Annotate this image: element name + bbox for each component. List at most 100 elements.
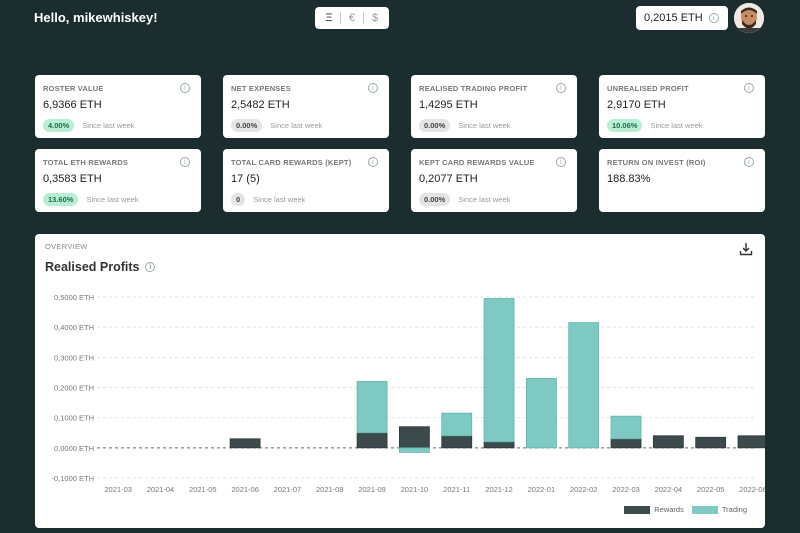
currency-eth-option[interactable]: Ξ bbox=[325, 12, 333, 24]
download-icon[interactable] bbox=[739, 242, 753, 256]
card-label: RETURN ON INVEST (ROI) bbox=[607, 158, 706, 167]
card-label: NET EXPENSES bbox=[231, 84, 291, 93]
x-tick-label: 2021-06 bbox=[231, 485, 259, 494]
x-tick-label: 2021-10 bbox=[401, 485, 429, 494]
info-icon[interactable]: i bbox=[368, 83, 378, 93]
info-icon[interactable]: i bbox=[744, 83, 754, 93]
x-tick-label: 2021-05 bbox=[189, 485, 217, 494]
x-tick-label: 2022-03 bbox=[612, 485, 640, 494]
info-icon[interactable]: i bbox=[368, 157, 378, 167]
info-icon[interactable]: i bbox=[556, 157, 566, 167]
greeting: Hello, mikewhiskey! bbox=[34, 10, 158, 25]
card-kept-card-rewards-value: KEPT CARD REWARDS VALUE i 0,2077 ETH 0.0… bbox=[411, 149, 577, 212]
bar-trading bbox=[525, 378, 557, 449]
card-label: TOTAL ETH REWARDS bbox=[43, 158, 129, 167]
legend-item-trading[interactable]: Trading bbox=[691, 505, 747, 514]
status-badge: 0.00% bbox=[231, 119, 263, 132]
bar-trading bbox=[610, 415, 642, 440]
card-value: 2,9170 ETH bbox=[607, 99, 666, 111]
info-icon[interactable]: i bbox=[180, 157, 190, 167]
bar-trading bbox=[483, 298, 515, 443]
bar-trading bbox=[399, 447, 430, 453]
card-net-expenses: NET EXPENSES i 2,5482 ETH 0.00% Since la… bbox=[223, 75, 389, 138]
x-tick-label: 2021-04 bbox=[147, 485, 175, 494]
realised-profits-panel: 0,5000 ETH 0,4000 ETH 0,3000 ETH 0,2000 ETH… bbox=[35, 234, 765, 528]
divider bbox=[340, 12, 341, 24]
divider bbox=[363, 12, 364, 24]
card-label: REALISED TRADING PROFIT bbox=[419, 84, 528, 93]
card-unrealised-profit: UNREALISED PROFIT i 2,9170 ETH 10.06% Si… bbox=[599, 75, 765, 138]
since-label: Since last week bbox=[270, 121, 323, 130]
card-value: 17 (5) bbox=[231, 173, 260, 185]
bar-rewards bbox=[737, 435, 765, 449]
x-tick-label: 2021-09 bbox=[358, 485, 386, 494]
info-icon[interactable]: i bbox=[708, 13, 719, 23]
eth-balance[interactable]: 0,2015 ETH i bbox=[636, 6, 728, 30]
card-value: 0,2077 ETH bbox=[419, 173, 478, 185]
card-label: TOTAL CARD REWARDS (KEPT) bbox=[231, 158, 352, 167]
currency-usd-option[interactable]: $ bbox=[371, 12, 379, 24]
status-badge: 4.00% bbox=[43, 119, 75, 132]
overview-label: OVERVIEW bbox=[45, 242, 88, 251]
card-label: ROSTER VALUE bbox=[43, 84, 104, 93]
bar-trading bbox=[568, 322, 600, 449]
status-badge: 0 bbox=[231, 193, 246, 206]
card-roster-value: ROSTER VALUE i 6,9366 ETH 4.00% Since la… bbox=[35, 75, 201, 138]
chart-title-text: Realised Profits bbox=[45, 260, 140, 274]
chart-title: Realised Profits i bbox=[45, 260, 156, 274]
bar-rewards bbox=[610, 438, 642, 449]
since-label: Since last week bbox=[86, 195, 139, 204]
card-return-on-invest: RETURN ON INVEST (ROI) i 188.83% bbox=[599, 149, 765, 212]
chart-legend: Rewards Trading bbox=[624, 505, 747, 514]
bar-rewards bbox=[441, 435, 473, 449]
y-tick-label: 0,1000 ETH bbox=[54, 414, 94, 423]
since-label: Since last week bbox=[458, 121, 511, 130]
x-tick-label: 2021-11 bbox=[443, 485, 470, 494]
x-tick-label: 2022-05 bbox=[697, 485, 725, 494]
card-value: 2,5482 ETH bbox=[231, 99, 290, 111]
bar-rewards bbox=[399, 426, 430, 449]
y-tick-label: 0,0000 ETH bbox=[54, 444, 94, 453]
info-icon[interactable]: i bbox=[556, 83, 566, 93]
bar-rewards bbox=[229, 438, 261, 449]
status-badge: 10.06% bbox=[607, 119, 643, 132]
card-value: 1,4295 ETH bbox=[419, 99, 478, 111]
card-realised-trading-profit: REALISED TRADING PROFIT i 1,4295 ETH 0.0… bbox=[411, 75, 577, 138]
avatar[interactable] bbox=[734, 3, 764, 33]
card-total-card-rewards: TOTAL CARD REWARDS (KEPT) i 17 (5) 0 Sin… bbox=[223, 149, 389, 212]
x-tick-label: 2022-01 bbox=[528, 485, 556, 494]
info-icon[interactable]: i bbox=[744, 157, 754, 167]
since-label: Since last week bbox=[253, 195, 306, 204]
bar-rewards bbox=[356, 432, 388, 449]
y-tick-label: 0,2000 ETH bbox=[54, 384, 94, 393]
since-label: Since last week bbox=[458, 195, 511, 204]
x-tick-label: 2021-08 bbox=[316, 485, 344, 494]
since-label: Since last week bbox=[650, 121, 703, 130]
balance-value: 0,2015 ETH bbox=[644, 12, 703, 24]
info-icon[interactable]: i bbox=[180, 83, 190, 93]
bar-rewards bbox=[483, 441, 515, 449]
bar-rewards bbox=[695, 436, 727, 449]
y-tick-label: 0,5000 ETH bbox=[54, 293, 94, 302]
realised-profits-chart: 0,5000 ETH 0,4000 ETH 0,3000 ETH 0,2000 ETH… bbox=[51, 293, 765, 494]
card-label: UNREALISED PROFIT bbox=[607, 84, 689, 93]
bar-rewards bbox=[652, 435, 684, 449]
y-tick-label: -0,1000 ETH bbox=[51, 474, 94, 483]
card-label: KEPT CARD REWARDS VALUE bbox=[419, 158, 535, 167]
status-badge: 0.00% bbox=[419, 119, 451, 132]
card-value: 188.83% bbox=[607, 173, 651, 185]
card-total-eth-rewards: TOTAL ETH REWARDS i 0,3583 ETH 13.60% Si… bbox=[35, 149, 201, 212]
bar-trading bbox=[441, 412, 473, 437]
currency-switch[interactable]: Ξ € $ bbox=[315, 7, 389, 29]
x-tick-label: 2021-03 bbox=[104, 485, 132, 494]
legend-item-rewards[interactable]: Rewards bbox=[624, 505, 684, 514]
status-badge: 13.60% bbox=[43, 193, 79, 206]
y-tick-label: 0,4000 ETH bbox=[54, 323, 94, 332]
card-value: 0,3583 ETH bbox=[43, 173, 102, 185]
x-tick-label: 2021-12 bbox=[485, 485, 513, 494]
x-tick-label: 2022-06 bbox=[739, 485, 765, 494]
info-icon[interactable]: i bbox=[145, 262, 156, 272]
currency-eur-option[interactable]: € bbox=[348, 12, 356, 24]
avatar-image bbox=[734, 3, 764, 33]
card-value: 6,9366 ETH bbox=[43, 99, 102, 111]
